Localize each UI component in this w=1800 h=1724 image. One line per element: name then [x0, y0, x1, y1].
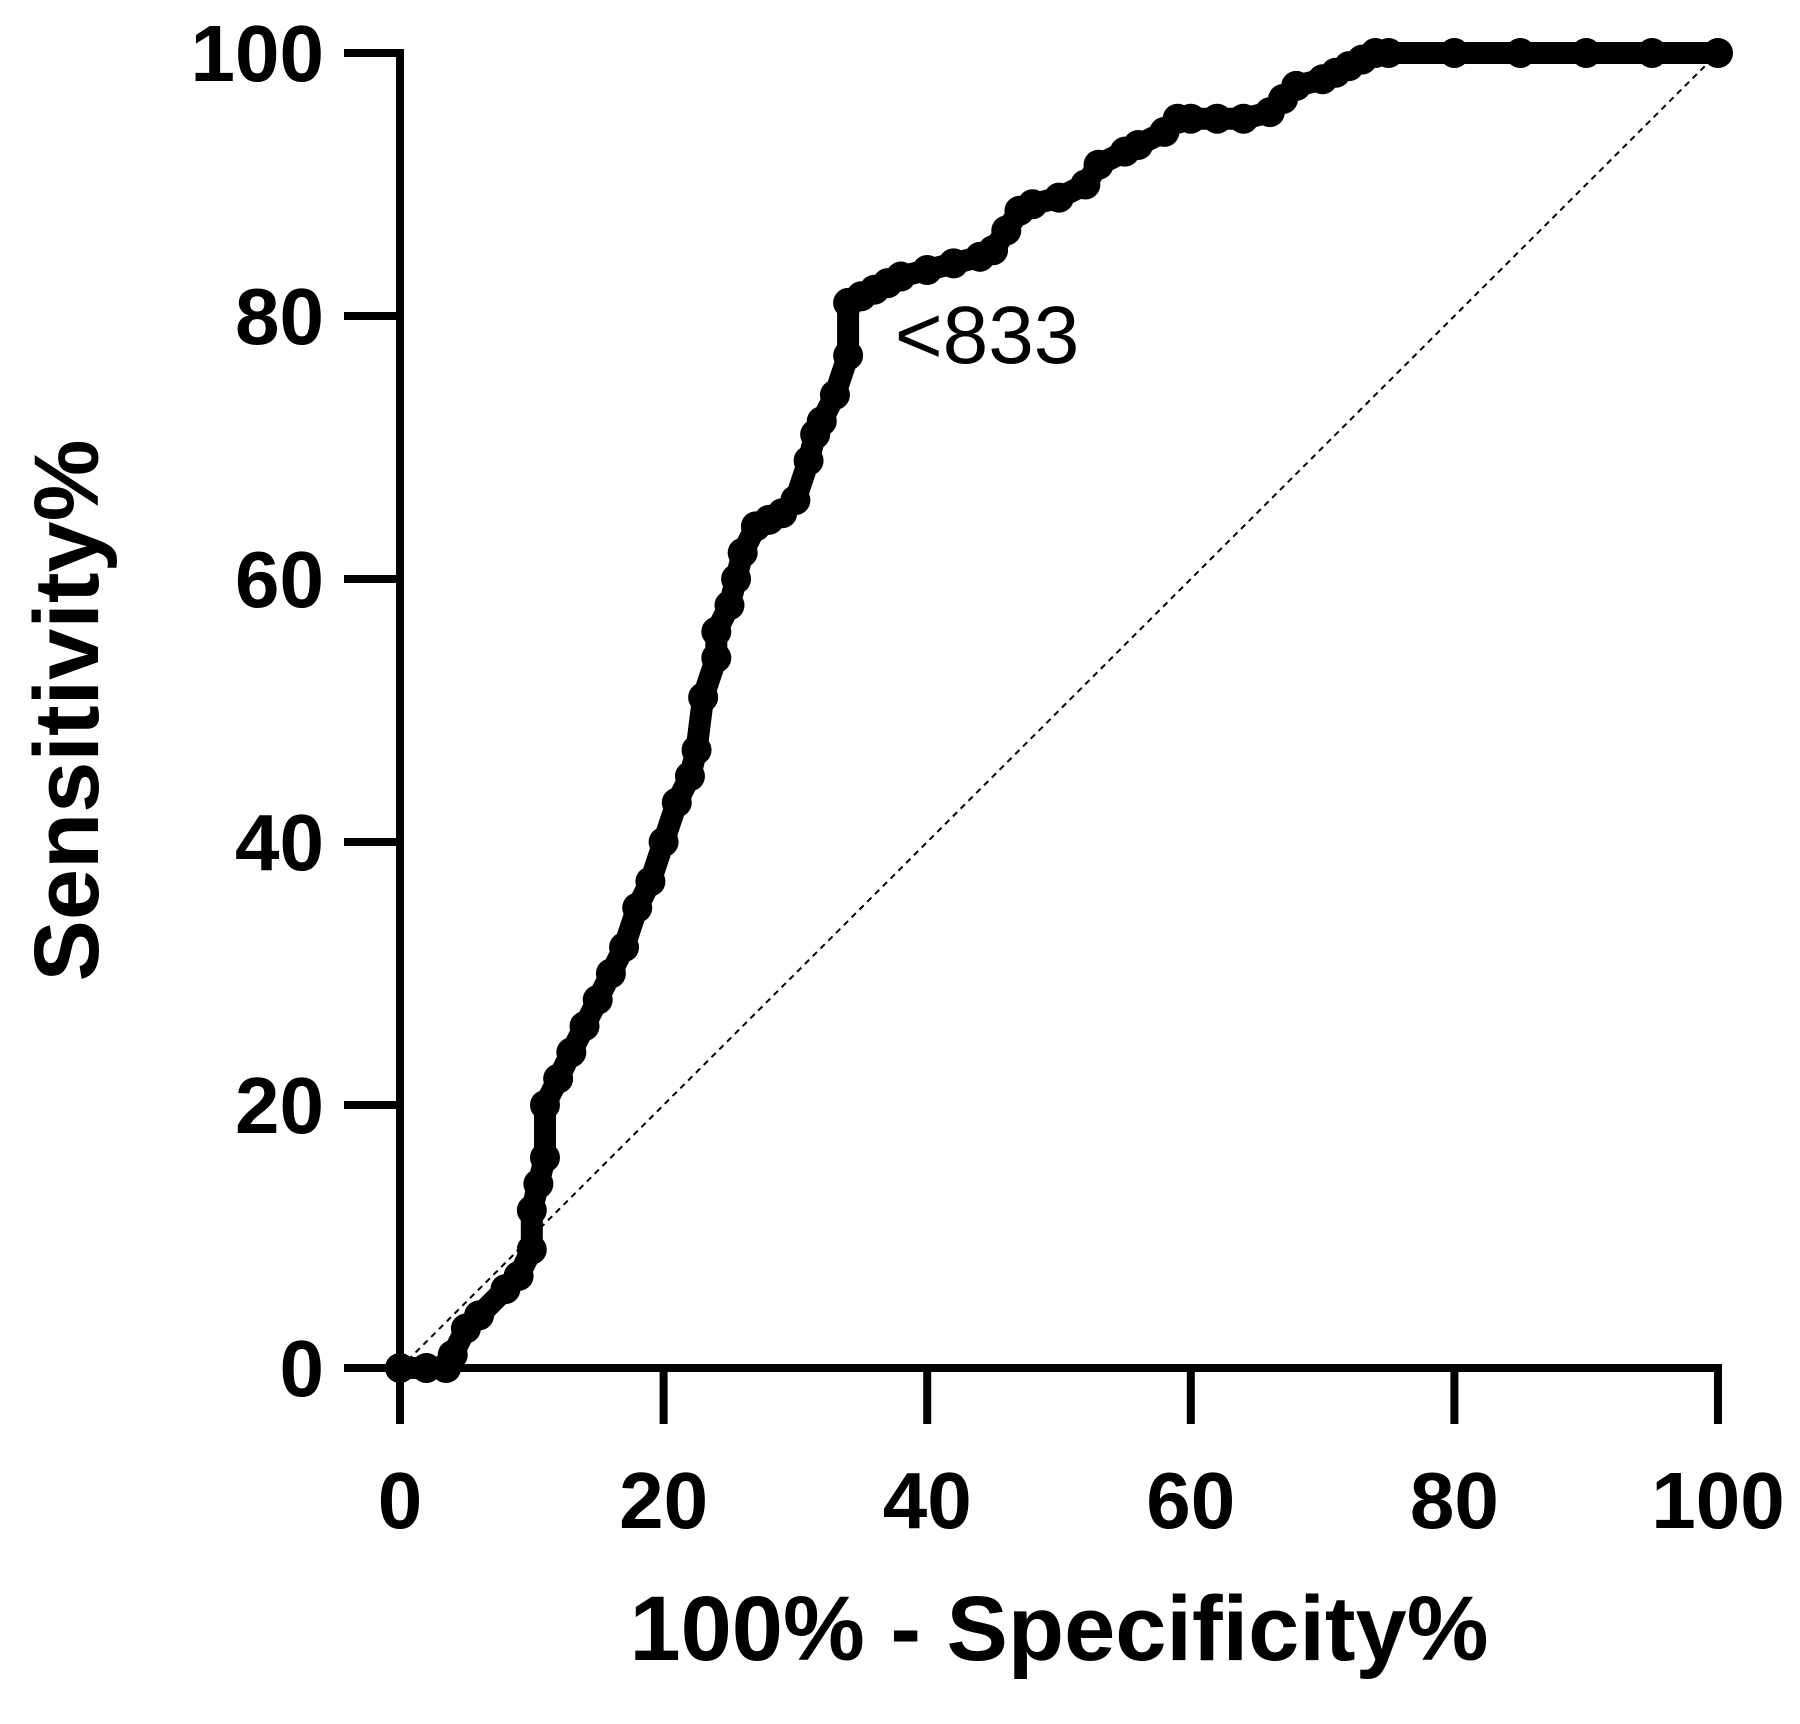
roc-point [1505, 38, 1536, 68]
roc-point [806, 406, 837, 437]
roc-point [523, 1168, 554, 1199]
roc-point [1202, 103, 1233, 134]
roc-point [938, 248, 969, 279]
roc-point [1571, 38, 1602, 68]
roc-point [885, 261, 916, 292]
roc-point [1637, 38, 1668, 68]
y-tick-label: 80 [235, 272, 324, 361]
roc-point [582, 984, 613, 1015]
y-axis-ticks: 0 20 40 60 80 100 [191, 9, 400, 1413]
reference-diagonal-line [399, 52, 1719, 1369]
roc-point [1175, 103, 1206, 134]
roc-point [701, 642, 732, 673]
x-tick-label: 20 [619, 1456, 708, 1545]
roc-point [464, 1300, 495, 1331]
roc-point [648, 827, 679, 857]
roc-point [437, 1339, 468, 1370]
roc-point [833, 340, 864, 371]
x-axis-title: 100% - Specificity% [629, 1578, 1488, 1680]
y-tick-label: 0 [280, 1324, 325, 1413]
roc-point [516, 1195, 547, 1226]
roc-point [661, 787, 692, 818]
y-tick-label: 40 [235, 798, 324, 887]
y-axis-title: Sensitivity% [16, 440, 118, 982]
roc-point [721, 564, 752, 594]
roc-point [543, 1063, 574, 1094]
roc-point [1228, 103, 1259, 134]
y-tick-label: 60 [235, 535, 324, 624]
roc-point [609, 932, 640, 963]
roc-point [1044, 182, 1074, 213]
roc-point [727, 537, 758, 568]
roc-point [714, 590, 745, 621]
cutoff-annotation: <833 [895, 290, 1080, 381]
roc-point [701, 616, 732, 647]
roc-point [556, 1037, 587, 1068]
x-tick-label: 0 [378, 1456, 423, 1545]
roc-point [793, 445, 824, 476]
roc-point [912, 254, 943, 285]
y-tick-label: 20 [235, 1061, 324, 1150]
roc-point [1281, 70, 1312, 101]
x-tick-label: 80 [1410, 1456, 1499, 1545]
roc-point [529, 1090, 560, 1120]
roc-point [780, 485, 811, 516]
x-tick-label: 40 [883, 1456, 972, 1545]
roc-point [529, 1142, 560, 1173]
roc-point [688, 682, 719, 713]
roc-point [681, 734, 712, 765]
roc-point [1123, 130, 1154, 161]
x-tick-label: 60 [1146, 1456, 1235, 1545]
roc-point [674, 761, 705, 792]
roc-point [1017, 189, 1048, 220]
roc-point [1703, 38, 1733, 68]
x-axis-ticks: 0 20 40 60 80 100 [378, 1368, 1785, 1545]
roc-point [819, 379, 850, 410]
y-tick-label: 100 [191, 9, 324, 98]
roc-point [1083, 149, 1114, 180]
roc-point [595, 958, 626, 989]
roc-point [516, 1234, 547, 1265]
x-tick-label: 100 [1651, 1456, 1784, 1545]
roc-point [1373, 38, 1404, 68]
roc-point [622, 892, 653, 923]
roc-points [385, 38, 1733, 1383]
roc-point [1439, 38, 1470, 68]
roc-point [503, 1260, 534, 1291]
roc-point [569, 1011, 600, 1042]
roc-point [635, 866, 666, 897]
